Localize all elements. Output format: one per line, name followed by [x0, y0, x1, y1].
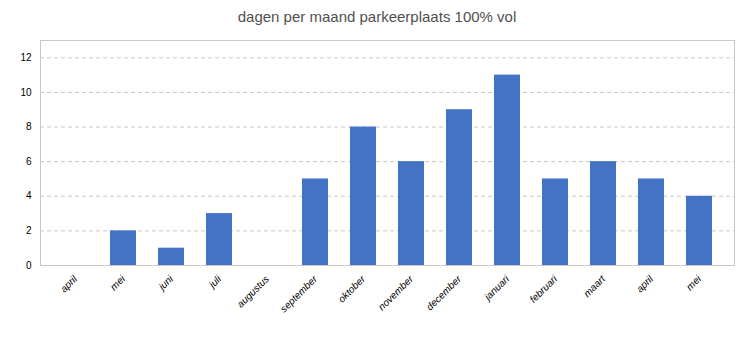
- svg-text:6: 6: [26, 156, 32, 167]
- svg-text:oktober: oktober: [336, 273, 368, 305]
- svg-text:februari: februari: [527, 273, 559, 305]
- svg-text:december: december: [424, 273, 464, 313]
- svg-text:8: 8: [26, 121, 32, 132]
- svg-text:maart: maart: [581, 272, 608, 299]
- svg-text:mei: mei: [684, 273, 704, 293]
- svg-text:januari: januari: [481, 273, 512, 304]
- svg-text:augustus: augustus: [235, 273, 271, 309]
- svg-text:mei: mei: [108, 273, 128, 293]
- svg-text:0: 0: [26, 260, 32, 271]
- svg-text:november: november: [376, 273, 416, 313]
- svg-text:april: april: [58, 273, 80, 295]
- svg-text:juni: juni: [155, 273, 176, 294]
- svg-text:juli: juli: [205, 273, 223, 291]
- html-text:dagen per maand parkeerplaats: dagen per maand parkeerplaats 100% vol: [237, 8, 517, 25]
- svg-text:april: april: [634, 273, 656, 295]
- svg-text:4: 4: [26, 190, 32, 201]
- svg-text:2: 2: [26, 225, 32, 236]
- svg-text:10: 10: [20, 87, 32, 98]
- svg-text:12: 12: [20, 52, 32, 63]
- svg-text:september: september: [278, 273, 320, 315]
